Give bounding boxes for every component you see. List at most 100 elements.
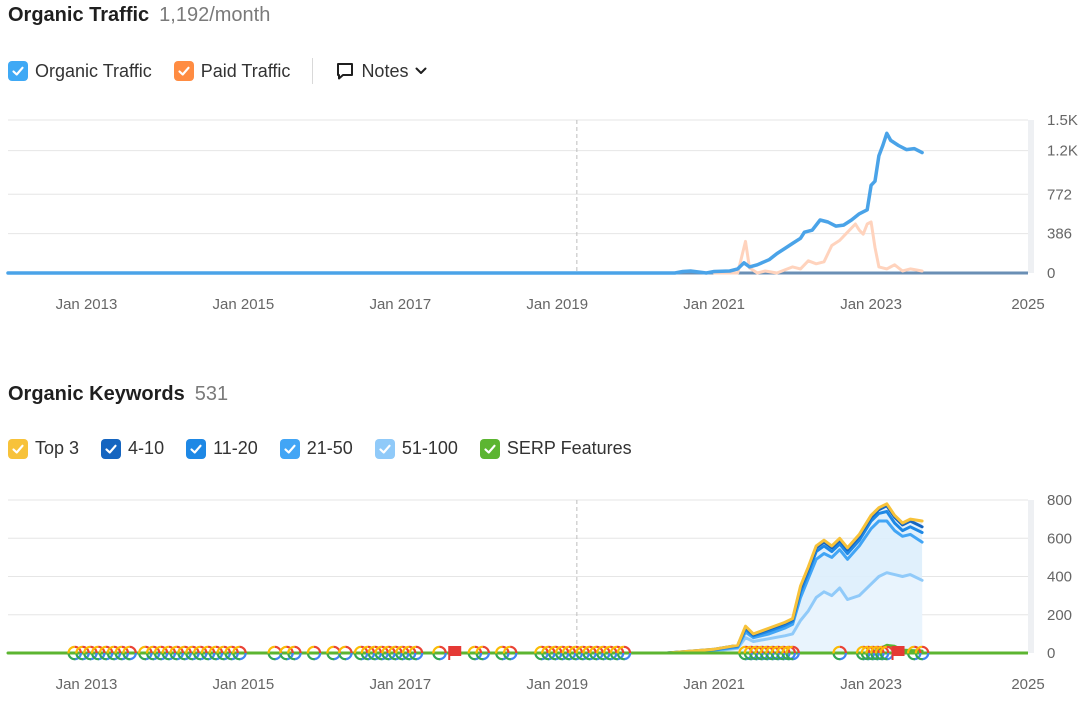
google-update-marker-red xyxy=(224,645,239,661)
google-update-marker-red xyxy=(192,645,208,661)
google-update-marker-green xyxy=(865,645,880,661)
51-100-checkbox[interactable] xyxy=(374,438,395,459)
4-10-checkbox[interactable] xyxy=(101,438,122,459)
google-update-marker-yellow xyxy=(865,645,880,661)
legend-serp-features[interactable]: SERP Features xyxy=(479,438,632,459)
google-update-marker-yellow xyxy=(743,645,759,661)
21-50-checkbox[interactable] xyxy=(279,438,300,459)
google-update-marker-yellow xyxy=(906,645,922,661)
legend-51-100[interactable]: 51-100 xyxy=(374,438,458,459)
google-update-marker-yellow xyxy=(467,645,483,661)
google-update-marker-red xyxy=(208,645,224,661)
google-update-marker-yellow xyxy=(90,645,106,661)
google-update-marker-yellow xyxy=(394,645,410,661)
organic-traffic-checkbox[interactable] xyxy=(8,61,28,81)
google-update-marker-red xyxy=(122,645,137,661)
google-update-marker-yellow xyxy=(224,645,239,661)
google-update-marker-red xyxy=(279,645,294,661)
x-tick-label: Jan 2015 xyxy=(213,296,275,313)
x-tick-label: Jan 2013 xyxy=(56,676,118,693)
11-20-checkbox[interactable] xyxy=(186,438,207,459)
legend-top-3[interactable]: Top 3 xyxy=(8,438,79,459)
google-update-marker-yellow xyxy=(765,645,780,661)
flag-marker[interactable] xyxy=(892,646,905,656)
google-update-marker-green xyxy=(765,645,780,661)
google-update-marker-red xyxy=(785,645,800,661)
google-update-marker-green xyxy=(495,645,510,661)
google-update-marker-green xyxy=(408,645,424,661)
paid-traffic-checkbox[interactable] xyxy=(173,61,194,81)
google-update-marker-yellow xyxy=(408,645,424,661)
google-update-marker-yellow xyxy=(738,645,753,661)
google-update-marker-yellow xyxy=(582,645,597,661)
google-update-marker-yellow xyxy=(106,645,122,661)
keywords-legend: Top 3 4-10 11-20 21-50 51-100 SERP Featu… xyxy=(8,438,654,459)
google-update-marker-yellow xyxy=(381,645,396,661)
google-update-marker-green xyxy=(388,645,403,661)
google-update-marker-yellow xyxy=(287,645,302,661)
11-20-label: 11-20 xyxy=(213,438,258,458)
google-update-marker-red xyxy=(326,645,341,661)
google-update-marker-yellow xyxy=(547,645,563,661)
x-tick-label: Jan 2015 xyxy=(213,676,275,693)
x-tick-label: Jan 2019 xyxy=(526,676,588,693)
google-update-marker-yellow xyxy=(749,645,764,661)
top-3-checkbox[interactable] xyxy=(8,438,28,459)
google-update-marker-yellow xyxy=(232,645,247,661)
legend-paid-traffic[interactable]: Paid Traffic xyxy=(173,61,290,82)
series-line-organic-traffic xyxy=(6,131,924,275)
y-tick-label: 0 xyxy=(1047,265,1055,282)
google-update-marker-green xyxy=(83,645,98,661)
x-tick-label: Jan 2013 xyxy=(56,296,118,313)
google-update-marker-red xyxy=(98,645,114,661)
google-update-marker-green xyxy=(106,645,122,661)
google-update-marker-red xyxy=(367,645,383,661)
flag-marker[interactable] xyxy=(449,646,462,656)
google-update-marker-green xyxy=(860,645,876,661)
google-update-marker-yellow xyxy=(374,645,389,661)
google-update-marker-red xyxy=(568,645,584,661)
google-update-marker-green xyxy=(75,645,90,661)
google-update-marker-green xyxy=(306,645,322,661)
x-tick-label: Jan 2017 xyxy=(369,676,431,693)
keywords-section-title: Organic Keywords 531 xyxy=(8,383,228,406)
google-update-marker-green xyxy=(153,645,169,661)
google-update-marker-green xyxy=(169,645,184,661)
google-update-marker-green xyxy=(541,645,556,661)
google-update-marker-green xyxy=(874,645,890,661)
google-update-marker-green xyxy=(738,645,753,661)
google-update-marker-yellow xyxy=(114,645,130,661)
google-update-marker-green xyxy=(582,645,597,661)
legend-11-20[interactable]: 11-20 xyxy=(186,438,258,459)
google-update-marker-yellow xyxy=(216,645,232,661)
google-update-marker-yellow xyxy=(401,645,417,661)
legend-organic-traffic[interactable]: Organic Traffic xyxy=(8,61,152,82)
organic-keywords-chart: 0 200 400 600 800 Jan 2013 Jan 2015 Jan 2017 Jan… xyxy=(6,492,1072,693)
google-update-marker-red xyxy=(832,645,847,661)
y-tick-label: 772 xyxy=(1047,186,1072,203)
google-update-marker-yellow xyxy=(502,645,518,661)
chevron-down-icon xyxy=(415,67,427,74)
google-update-marker-yellow xyxy=(388,645,403,661)
google-update-marker-green xyxy=(502,645,518,661)
legend-21-50[interactable]: 21-50 xyxy=(279,438,353,459)
google-update-marker-green xyxy=(759,645,775,661)
google-update-marker-yellow xyxy=(169,645,184,661)
google-update-marker-yellow xyxy=(192,645,208,661)
google-update-marker-red xyxy=(177,645,192,661)
google-update-marker-yellow xyxy=(568,645,584,661)
notes-dropdown[interactable]: Notes xyxy=(335,61,428,82)
google-update-marker-red xyxy=(596,645,611,661)
y-axis-strip xyxy=(1028,120,1034,273)
traffic-legend: Organic Traffic Paid Traffic Notes xyxy=(8,58,428,84)
google-update-marker-yellow xyxy=(602,645,618,661)
google-update-marker-red xyxy=(743,645,759,661)
serp-features-checkbox[interactable] xyxy=(479,438,500,459)
google-update-marker-yellow xyxy=(75,645,90,661)
google-update-marker-green xyxy=(906,645,922,661)
google-update-marker-green xyxy=(192,645,208,661)
keywords-metric: 531 xyxy=(194,383,229,405)
google-update-marker-green xyxy=(353,645,369,661)
google-update-marker-yellow xyxy=(609,645,625,661)
legend-4-10[interactable]: 4-10 xyxy=(101,438,164,459)
